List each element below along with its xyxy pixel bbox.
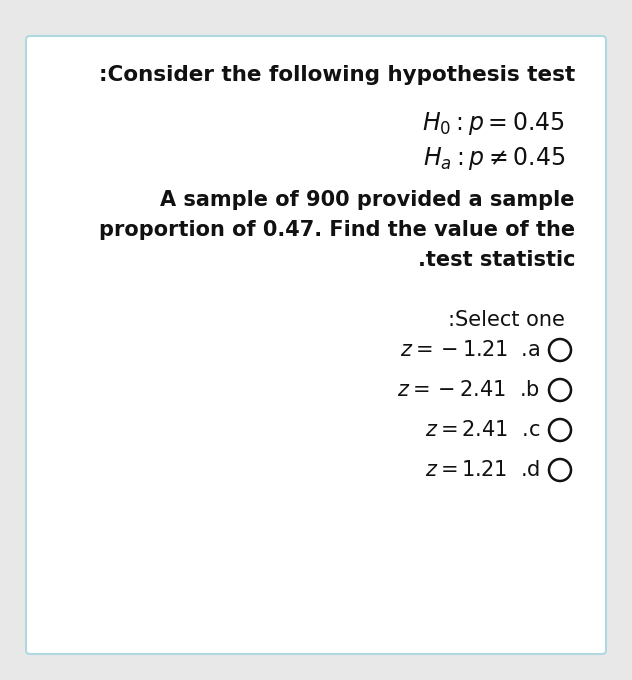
Text: $z = 2.41$  .c: $z = 2.41$ .c: [425, 420, 540, 440]
Text: $z = −2.41$  .b: $z = −2.41$ .b: [398, 380, 540, 400]
Text: $H_0 : p = 0.45$: $H_0 : p = 0.45$: [422, 110, 565, 137]
Text: proportion of 0.47. Find the value of the: proportion of 0.47. Find the value of th…: [99, 220, 575, 240]
Text: A sample of 900 provided a sample: A sample of 900 provided a sample: [161, 190, 575, 210]
Text: $z = −1.21$  .a: $z = −1.21$ .a: [399, 340, 540, 360]
FancyBboxPatch shape: [26, 36, 606, 654]
Text: $H_a : p \neq 0.45$: $H_a : p \neq 0.45$: [423, 145, 565, 172]
Text: .test statistic: .test statistic: [418, 250, 575, 270]
Text: :Select one: :Select one: [448, 310, 565, 330]
Text: $z = 1.21$  .d: $z = 1.21$ .d: [425, 460, 540, 480]
Text: :Consider the following hypothesis test: :Consider the following hypothesis test: [99, 65, 575, 85]
